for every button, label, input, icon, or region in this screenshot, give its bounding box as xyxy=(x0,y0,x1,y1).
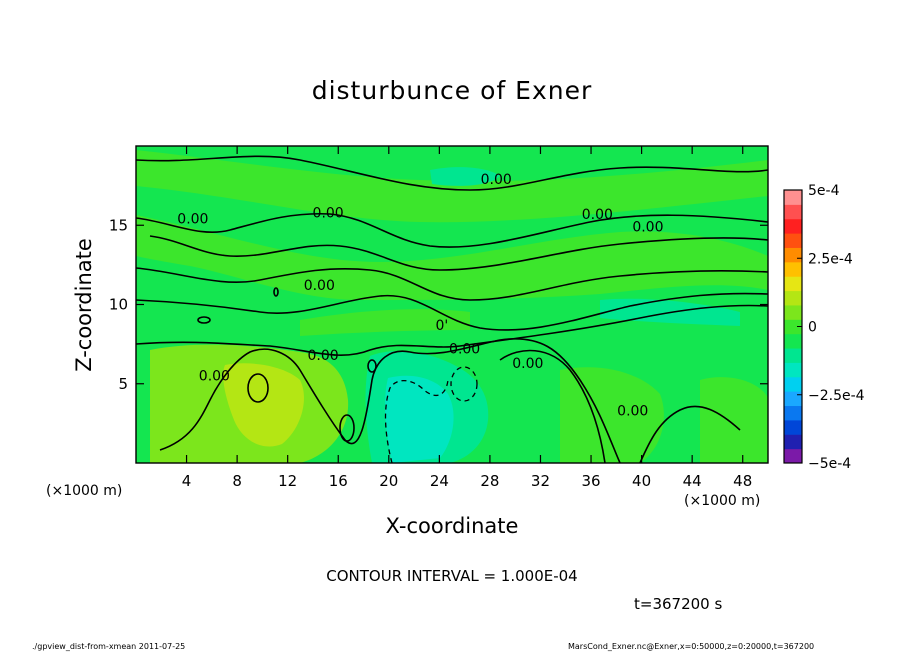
positive-band-middle xyxy=(300,309,470,336)
contour-line xyxy=(197,316,211,324)
positive-patch-far-right xyxy=(700,377,768,463)
footer-source: MarsCond_Exner.nc@Exner,x=0:50000,z=0:20… xyxy=(568,642,815,651)
x-tick-label: 32 xyxy=(531,472,550,490)
contour-line xyxy=(273,287,279,297)
contour-line xyxy=(136,267,768,301)
contour-line xyxy=(159,338,621,463)
colorbar-segment xyxy=(784,405,802,421)
contour-line xyxy=(149,235,768,271)
colorbar-segment xyxy=(784,190,802,205)
negative-core xyxy=(385,375,454,463)
colorbar-segment xyxy=(784,376,802,392)
colorbar-tick-label: 0 xyxy=(808,320,817,336)
colorbar-segment xyxy=(784,276,802,292)
contour-line xyxy=(639,405,741,463)
contour-line xyxy=(136,292,768,331)
colorbar-segment xyxy=(784,233,802,248)
negative-contour-lines xyxy=(384,366,478,463)
contour-label: 0.00 xyxy=(582,207,613,223)
colorbar-segment xyxy=(784,333,802,349)
colorbar-segment xyxy=(784,247,802,263)
contour-line xyxy=(339,414,355,442)
contour-label: 0.00 xyxy=(313,205,344,221)
colorbar-segment xyxy=(784,204,802,220)
y-tick-label: 10 xyxy=(109,296,128,314)
colorbar-segment xyxy=(784,348,802,363)
positive-band-upper xyxy=(136,215,768,300)
negative-patch-top xyxy=(430,167,500,186)
x-axis-unit-right: (×1000 m) xyxy=(684,493,761,509)
colorbar-segment xyxy=(784,304,802,320)
colorbar-tick-label: −2.5e-4 xyxy=(808,388,865,404)
x-tick-label: 28 xyxy=(480,472,499,490)
contour-labels: 0.00 0.000.000.000.000.000'0.00 0.000.000.… xyxy=(177,172,663,419)
contour-label: 0.00 xyxy=(617,403,648,419)
contour-label: 0.00 xyxy=(512,356,543,372)
chart-title: disturbunce of Exner xyxy=(311,76,593,105)
colorbar-tick-label: 5e-4 xyxy=(808,183,840,199)
colorbar: 5e-4 2.5e-4 0 −2.5e-4 −5e-4 xyxy=(783,183,865,472)
contour-line xyxy=(136,304,768,356)
y-axis: 5 10 15 xyxy=(109,216,768,393)
positive-core-left xyxy=(223,363,304,447)
contour-label: 0.00 xyxy=(199,369,230,385)
plot-field xyxy=(136,146,768,463)
colorbar-segment xyxy=(784,261,802,277)
x-tick-label: 4 xyxy=(182,472,192,490)
contour-line xyxy=(450,366,478,402)
time-label: t=367200 s xyxy=(634,595,723,613)
x-tick-label: 12 xyxy=(278,472,297,490)
contour-label: 0.00 xyxy=(307,348,338,364)
positive-patch-right xyxy=(560,367,664,463)
colorbar-segment xyxy=(784,391,802,407)
colorbar-tick-label: −5e-4 xyxy=(808,456,851,472)
contour-interval: CONTOUR INTERVAL = 1.000E-04 xyxy=(326,567,578,585)
contour-lines xyxy=(136,155,768,463)
x-tick-label: 8 xyxy=(232,472,242,490)
contour-line xyxy=(136,155,768,191)
y-tick-label: 5 xyxy=(118,375,128,393)
contour-label: 0' xyxy=(436,318,449,334)
contour-label: 0.00 xyxy=(481,172,512,188)
contour-label: 0.00 xyxy=(449,342,480,358)
contour-line xyxy=(384,379,449,463)
y-tick-label: 15 xyxy=(109,216,128,234)
contour-label: 0.00 xyxy=(632,220,663,236)
contour-line xyxy=(499,349,606,463)
x-tick-label: 20 xyxy=(379,472,398,490)
y-axis-label: Z-coordinate xyxy=(72,238,96,372)
footer-command: ./gpview_dist-from-xmean 2011-07-25 xyxy=(32,642,186,651)
x-tick-label: 48 xyxy=(733,472,752,490)
colorbar-segment xyxy=(784,448,802,464)
x-tick-label: 40 xyxy=(632,472,651,490)
colorbar-segment xyxy=(784,362,802,378)
contour-label: 0.00 xyxy=(304,278,335,294)
contour-line xyxy=(247,373,269,403)
contour-line xyxy=(136,212,768,248)
colorbar-segment xyxy=(784,434,802,450)
x-tick-label: 16 xyxy=(329,472,348,490)
x-tick-label: 36 xyxy=(581,472,600,490)
x-axis-unit-left: (×1000 m) xyxy=(46,483,123,499)
colorbar-segment xyxy=(784,218,802,234)
x-axis-label: X-coordinate xyxy=(385,514,519,538)
contour-label: 0.00 xyxy=(177,212,208,228)
x-tick-label: 24 xyxy=(430,472,449,490)
colorbar-segment xyxy=(784,319,802,335)
colorbar-segment xyxy=(784,419,802,435)
x-axis: 4 8 12 16 20 24 28 32 36 40 44 48 xyxy=(182,146,752,490)
positive-band-top xyxy=(136,150,768,223)
colorbar-tick-label: 2.5e-4 xyxy=(808,251,853,267)
contour-line xyxy=(367,359,377,373)
x-tick-label: 44 xyxy=(683,472,702,490)
colorbar-segment xyxy=(784,290,802,306)
